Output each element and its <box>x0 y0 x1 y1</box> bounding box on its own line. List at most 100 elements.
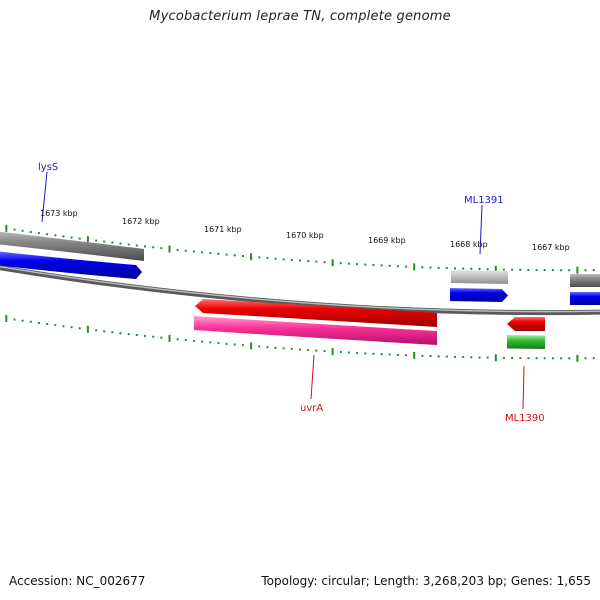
minor-tick-dot <box>29 231 32 233</box>
minor-tick-dot <box>144 334 146 337</box>
minor-tick-dot <box>511 268 514 271</box>
minor-tick-dot <box>543 357 546 360</box>
minor-tick-dot <box>299 348 301 351</box>
tick-label: 1673 kbp <box>40 209 78 218</box>
gene-feature-ML1391[interactable] <box>451 270 508 284</box>
minor-tick-dot <box>339 351 342 353</box>
minor-tick-dot <box>486 356 489 359</box>
cds-arrow-right-edge[interactable] <box>570 292 600 305</box>
gene-label-lysS[interactable]: lysS <box>38 162 58 173</box>
major-tick-mark <box>494 265 497 273</box>
minor-tick-dot <box>217 252 220 255</box>
minor-tick-dot <box>192 250 195 253</box>
genome-summary-text: Topology: circular; Length: 3,268,203 bp… <box>261 574 591 588</box>
minor-tick-dot <box>70 236 73 239</box>
gene-feature-uvrA[interactable] <box>194 316 437 345</box>
minor-tick-dot <box>119 242 122 245</box>
minor-tick-dot <box>405 265 408 268</box>
major-tick-mark <box>5 224 8 232</box>
gene-feature-lysS[interactable] <box>0 231 144 261</box>
minor-tick-dot <box>315 260 318 263</box>
cds-arrow-ML1391[interactable] <box>450 288 508 302</box>
minor-tick-dot <box>592 357 595 360</box>
minor-tick-dot <box>152 335 155 338</box>
minor-tick-dot <box>519 357 522 360</box>
minor-tick-dot <box>454 267 456 270</box>
minor-tick-dot <box>527 268 530 271</box>
minor-tick-dot <box>486 268 489 271</box>
minor-tick-dot <box>201 340 204 343</box>
minor-tick-dot <box>307 349 310 351</box>
cds-arrow-lysS[interactable] <box>0 251 142 279</box>
cds-arrow-uvrA[interactable] <box>195 299 437 327</box>
minor-tick-dot <box>46 233 49 236</box>
major-tick-mark <box>168 245 171 253</box>
major-tick-mark <box>86 236 89 244</box>
minor-tick-dot <box>241 255 244 257</box>
minor-tick-dot <box>274 346 277 349</box>
minor-tick-dot <box>478 356 481 359</box>
gene-label-ML1391[interactable]: ML1391 <box>464 195 504 206</box>
tick-label: 1669 kbp <box>368 236 406 245</box>
outer-tick-ring <box>5 224 595 274</box>
minor-tick-dot <box>356 351 359 354</box>
minor-tick-dot <box>274 257 277 260</box>
minor-tick-dot <box>560 269 563 272</box>
minor-tick-dot <box>78 327 81 330</box>
tick-label: 1670 kbp <box>286 231 324 240</box>
minor-tick-dot <box>396 353 399 356</box>
major-tick-mark <box>494 354 497 362</box>
minor-tick-dot <box>568 357 571 360</box>
cds-arrow-ML1390[interactable] <box>507 317 545 331</box>
accession-text: Accession: NC_002677 <box>9 574 146 588</box>
minor-tick-dot <box>445 267 448 270</box>
minor-tick-dot <box>160 247 163 250</box>
minor-tick-dot <box>380 264 383 267</box>
minor-tick-dot <box>307 260 310 263</box>
minor-tick-dot <box>584 269 587 272</box>
gene-label-uvrA[interactable]: uvrA <box>300 403 323 414</box>
minor-tick-dot <box>454 355 456 358</box>
minor-tick-dot <box>462 356 465 359</box>
major-tick-mark <box>168 334 171 342</box>
minor-tick-dot <box>519 268 522 271</box>
leader-line-uvrA <box>310 354 315 400</box>
major-tick-mark <box>250 253 253 261</box>
minor-tick-dot <box>176 248 179 251</box>
gene-feature-ML1390[interactable] <box>507 335 545 349</box>
minor-tick-dot <box>13 318 16 321</box>
minor-tick-dot <box>21 229 24 232</box>
tick-labels: 1673 kbp 1672 kbp 1671 kbp 1670 kbp 1669… <box>40 209 570 252</box>
minor-tick-dot <box>37 232 40 235</box>
minor-tick-dot <box>225 342 228 345</box>
leader-line-lysS <box>41 171 48 223</box>
minor-tick-dot <box>584 357 587 360</box>
minor-tick-dot <box>364 352 367 355</box>
minor-tick-dot <box>429 355 432 358</box>
major-tick-mark <box>413 352 416 359</box>
minor-tick-dot <box>511 357 514 359</box>
minor-tick-dot <box>95 239 98 242</box>
gene-label-ML1390[interactable]: ML1390 <box>505 413 545 424</box>
major-tick-mark <box>250 342 253 350</box>
minor-tick-dot <box>502 268 505 271</box>
minor-tick-dot <box>527 357 530 360</box>
minor-tick-dot <box>266 257 269 259</box>
minor-tick-dot <box>62 325 65 328</box>
minor-tick-dot <box>201 251 204 254</box>
minor-tick-dot <box>70 326 73 329</box>
minor-tick-dot <box>258 345 261 348</box>
minor-tick-dot <box>470 356 473 359</box>
major-tick-mark <box>576 266 579 274</box>
gene-feature-right-edge[interactable] <box>570 274 600 287</box>
minor-tick-dot <box>152 246 155 249</box>
minor-tick-dot <box>184 339 187 342</box>
minor-tick-dot <box>405 354 408 357</box>
minor-tick-dot <box>209 252 212 255</box>
inner-tick-ring <box>5 314 595 362</box>
minor-tick-dot <box>176 338 179 341</box>
leader-line-ML1391 <box>479 204 483 255</box>
minor-tick-dot <box>241 344 244 347</box>
minor-tick-dot <box>217 342 220 345</box>
